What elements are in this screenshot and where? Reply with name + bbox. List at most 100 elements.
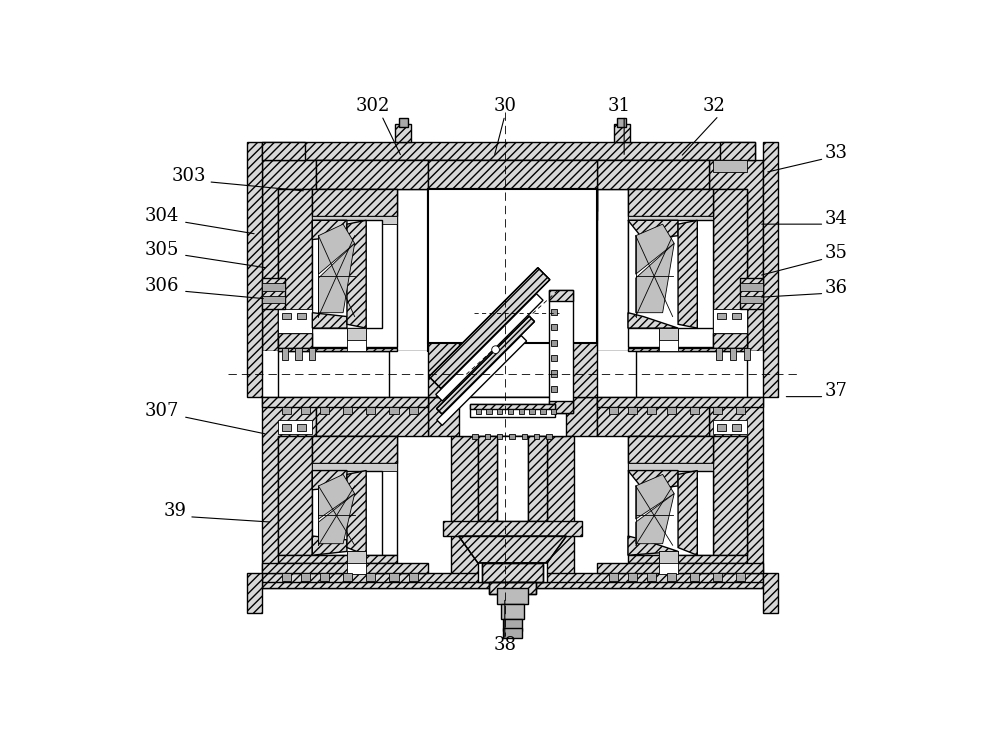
Bar bbox=[278, 309, 312, 334]
Bar bbox=[282, 348, 288, 360]
Bar bbox=[497, 589, 528, 603]
Polygon shape bbox=[713, 436, 747, 555]
Polygon shape bbox=[318, 244, 355, 313]
Polygon shape bbox=[614, 124, 630, 142]
Polygon shape bbox=[262, 397, 316, 582]
Bar bbox=[301, 407, 310, 414]
Polygon shape bbox=[628, 348, 747, 351]
Polygon shape bbox=[459, 536, 566, 563]
Polygon shape bbox=[312, 536, 347, 555]
Bar bbox=[262, 296, 285, 303]
Bar bbox=[716, 348, 722, 360]
Polygon shape bbox=[278, 436, 312, 555]
Polygon shape bbox=[597, 563, 763, 573]
Text: 31: 31 bbox=[607, 98, 630, 115]
Bar bbox=[497, 434, 502, 439]
Bar bbox=[282, 425, 291, 431]
Bar bbox=[486, 409, 492, 414]
Polygon shape bbox=[597, 397, 763, 407]
Polygon shape bbox=[628, 189, 713, 217]
Bar bbox=[713, 160, 747, 172]
Bar bbox=[609, 407, 618, 414]
Bar bbox=[482, 563, 543, 582]
Bar bbox=[551, 409, 556, 414]
Bar bbox=[262, 283, 285, 291]
Polygon shape bbox=[262, 563, 428, 573]
Bar bbox=[717, 313, 726, 319]
Polygon shape bbox=[709, 160, 763, 351]
Polygon shape bbox=[247, 142, 262, 397]
Bar bbox=[428, 189, 597, 221]
Bar bbox=[297, 313, 306, 319]
Bar bbox=[549, 290, 573, 413]
Bar bbox=[551, 324, 557, 331]
Polygon shape bbox=[347, 221, 366, 328]
Polygon shape bbox=[262, 351, 428, 397]
Bar bbox=[278, 351, 389, 397]
Bar bbox=[690, 573, 699, 580]
Bar bbox=[485, 434, 490, 439]
Text: 307: 307 bbox=[145, 402, 179, 420]
Text: 32: 32 bbox=[703, 98, 726, 115]
Polygon shape bbox=[395, 124, 411, 142]
Bar bbox=[628, 436, 747, 555]
Bar bbox=[482, 563, 543, 582]
Bar bbox=[519, 409, 524, 414]
Bar bbox=[529, 409, 535, 414]
Bar bbox=[428, 189, 597, 351]
Bar bbox=[366, 407, 375, 414]
Bar bbox=[740, 296, 763, 303]
Bar bbox=[736, 407, 745, 414]
Bar bbox=[744, 348, 750, 360]
Polygon shape bbox=[312, 221, 347, 240]
Bar bbox=[295, 348, 302, 360]
Bar bbox=[389, 407, 399, 414]
Polygon shape bbox=[528, 436, 547, 521]
Text: 37: 37 bbox=[824, 382, 847, 400]
Bar bbox=[343, 573, 352, 580]
Polygon shape bbox=[312, 436, 397, 463]
Polygon shape bbox=[278, 189, 312, 351]
Polygon shape bbox=[262, 582, 763, 589]
Polygon shape bbox=[720, 142, 755, 160]
Bar bbox=[476, 409, 481, 414]
Bar bbox=[428, 189, 597, 343]
Polygon shape bbox=[763, 573, 778, 613]
Bar bbox=[666, 407, 676, 414]
Polygon shape bbox=[262, 397, 428, 407]
Bar bbox=[278, 436, 397, 555]
Bar bbox=[347, 551, 366, 574]
Bar bbox=[282, 407, 291, 414]
Polygon shape bbox=[709, 397, 763, 582]
Bar bbox=[647, 407, 656, 414]
Bar bbox=[551, 370, 557, 377]
Polygon shape bbox=[549, 290, 573, 301]
Text: 39: 39 bbox=[164, 502, 187, 520]
Circle shape bbox=[492, 346, 499, 354]
Polygon shape bbox=[262, 278, 285, 309]
Text: 30: 30 bbox=[493, 98, 516, 115]
Bar bbox=[262, 351, 428, 397]
Bar bbox=[309, 348, 315, 360]
Bar bbox=[297, 425, 306, 431]
Bar bbox=[478, 436, 547, 582]
Polygon shape bbox=[443, 521, 582, 536]
Bar bbox=[659, 328, 678, 351]
Bar bbox=[389, 573, 399, 580]
Polygon shape bbox=[316, 397, 428, 436]
Bar bbox=[409, 573, 418, 580]
Polygon shape bbox=[278, 333, 312, 348]
Bar bbox=[489, 582, 536, 594]
Bar bbox=[508, 409, 513, 414]
Bar bbox=[628, 217, 713, 224]
Text: 35: 35 bbox=[824, 244, 847, 261]
Polygon shape bbox=[312, 189, 397, 217]
Text: 36: 36 bbox=[824, 279, 847, 297]
Bar bbox=[659, 551, 678, 574]
Bar bbox=[320, 407, 329, 414]
Polygon shape bbox=[428, 397, 597, 436]
Polygon shape bbox=[636, 244, 674, 313]
Polygon shape bbox=[713, 333, 747, 348]
Text: 34: 34 bbox=[824, 210, 847, 228]
Bar bbox=[636, 351, 747, 397]
